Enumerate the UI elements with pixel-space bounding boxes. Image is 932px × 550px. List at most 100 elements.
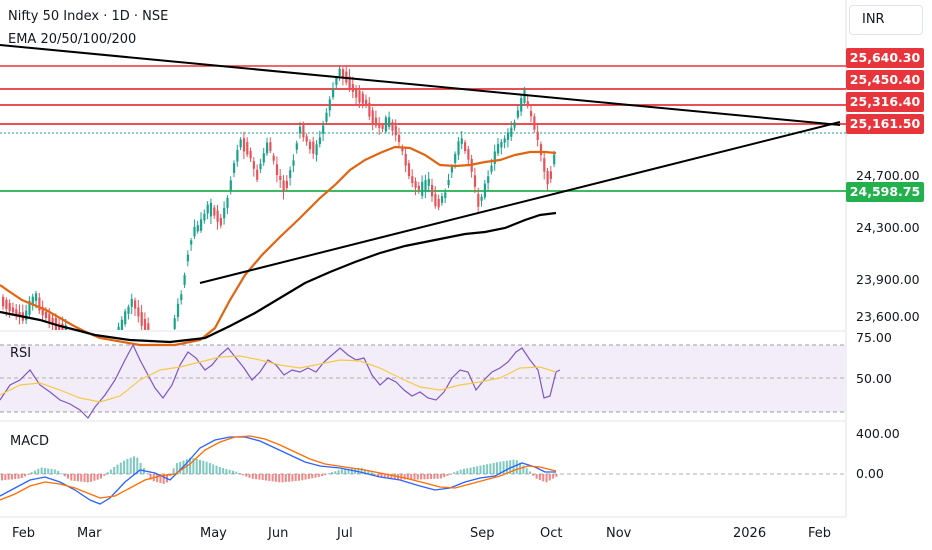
macd-histogram-bar	[24, 474, 27, 477]
candle-body	[457, 141, 460, 155]
macd-histogram-bar	[367, 470, 370, 474]
macd-histogram-bar	[294, 474, 297, 482]
candle-body	[533, 116, 536, 130]
macd-histogram-bar	[179, 461, 182, 474]
candle-body	[140, 312, 143, 326]
macd-histogram-bar	[133, 456, 135, 474]
macd-histogram-bar	[532, 474, 535, 476]
macd-histogram-bar	[482, 464, 485, 474]
macd-histogram-bar	[7, 474, 10, 480]
candle-body	[407, 163, 411, 177]
candle-body	[523, 90, 526, 103]
macd-histogram-bar	[492, 462, 495, 474]
candle-body	[299, 126, 302, 134]
candle-body	[308, 141, 312, 150]
indicator-legend[interactable]: EMA 20/50/100/200	[8, 32, 137, 47]
macd-histogram-bar	[57, 470, 60, 474]
candle-body	[196, 225, 199, 232]
macd-histogram-bar	[80, 474, 83, 482]
candle-body	[487, 176, 490, 184]
candle-body	[236, 150, 239, 162]
macd-histogram-bar	[529, 471, 531, 474]
candle-body	[483, 183, 486, 198]
macd-histogram-bar	[34, 470, 36, 474]
macd-histogram-bar	[538, 474, 541, 481]
macd-histogram-bar	[463, 468, 465, 474]
candle-body	[473, 175, 477, 187]
candle-body	[365, 99, 368, 105]
macd-histogram-bar	[321, 474, 324, 477]
macd-histogram-bar	[205, 461, 208, 474]
macd-histogram-bar	[255, 474, 258, 480]
currency-selector[interactable]: INR	[849, 5, 923, 35]
x-axis-label: Nov	[606, 526, 632, 541]
macd-histogram-bar	[284, 474, 287, 483]
macd-histogram-bar	[212, 464, 215, 474]
x-axis-label: Oct	[540, 526, 563, 541]
macd-histogram-bar	[542, 474, 545, 482]
candle-body	[223, 208, 226, 219]
price-label-s1: 24,598.75	[846, 182, 924, 202]
macd-histogram-bar	[420, 474, 423, 480]
trendline-upper[interactable]	[0, 44, 841, 126]
candle-body	[176, 303, 180, 317]
macd-histogram-bar	[476, 466, 479, 474]
macd-histogram-bar	[453, 472, 456, 474]
macd-histogram-bar	[215, 465, 218, 474]
macd-histogram-bar	[228, 469, 231, 474]
trendline-lower[interactable]	[199, 121, 841, 284]
macd-histogram-bar	[390, 474, 393, 479]
price-label-r3: 25,316.40	[846, 92, 924, 112]
macd-histogram-bar	[119, 462, 122, 474]
macd-histogram-bar	[552, 474, 555, 479]
macd-histogram-bar	[433, 474, 436, 479]
candle-body	[28, 300, 31, 315]
macd-histogram-bar	[14, 474, 17, 480]
candle-body	[526, 101, 529, 107]
macd-histogram-bar	[509, 460, 512, 474]
x-axis-label: 2026	[733, 526, 767, 541]
candle-body	[503, 138, 506, 143]
macd-histogram-bar	[505, 460, 508, 474]
macd-histogram-bar	[301, 474, 304, 481]
macd-histogram-bar	[439, 474, 442, 479]
macd-histogram-bar	[430, 474, 432, 479]
macd-histogram-bar	[436, 474, 439, 479]
macd-histogram-bar	[235, 471, 238, 474]
macd-histogram-bar	[109, 469, 112, 474]
macd-histogram-bar	[373, 474, 376, 475]
ema-black-line	[0, 211, 557, 344]
macd-histogram-bar	[67, 474, 69, 479]
macd-histogram-bar	[241, 474, 244, 476]
candle-body	[332, 88, 335, 98]
macd-histogram-bar	[40, 467, 43, 474]
macd-histogram-bar	[129, 457, 132, 474]
candle-body	[549, 171, 552, 179]
signal-line	[0, 435, 557, 501]
macd-histogram-bar	[222, 468, 225, 474]
candle-body	[193, 226, 196, 237]
candle-body	[259, 163, 262, 170]
candle-body	[378, 123, 381, 128]
candle-body	[431, 184, 434, 197]
macd-histogram-bar	[195, 459, 198, 474]
candle-body	[539, 144, 543, 156]
macd-histogram-bar	[331, 472, 333, 474]
macd-histogram-bar	[311, 474, 314, 479]
candle-body	[464, 142, 467, 152]
candle-body	[497, 144, 500, 154]
candle-body	[48, 314, 51, 323]
macd-histogram-bar	[291, 474, 294, 482]
candlestick-series[interactable]	[2, 64, 556, 330]
macd-histogram-bar	[106, 472, 109, 474]
macd-histogram-bar	[251, 474, 254, 479]
x-axis-label: Jun	[268, 526, 289, 541]
candle-body	[361, 93, 364, 104]
macd-histogram-bar	[271, 474, 274, 482]
candle-body	[404, 154, 407, 166]
candle-body	[186, 254, 189, 262]
candle-body	[2, 296, 5, 307]
macd-histogram-bar	[350, 468, 353, 474]
macd-histogram-bar	[314, 474, 317, 478]
